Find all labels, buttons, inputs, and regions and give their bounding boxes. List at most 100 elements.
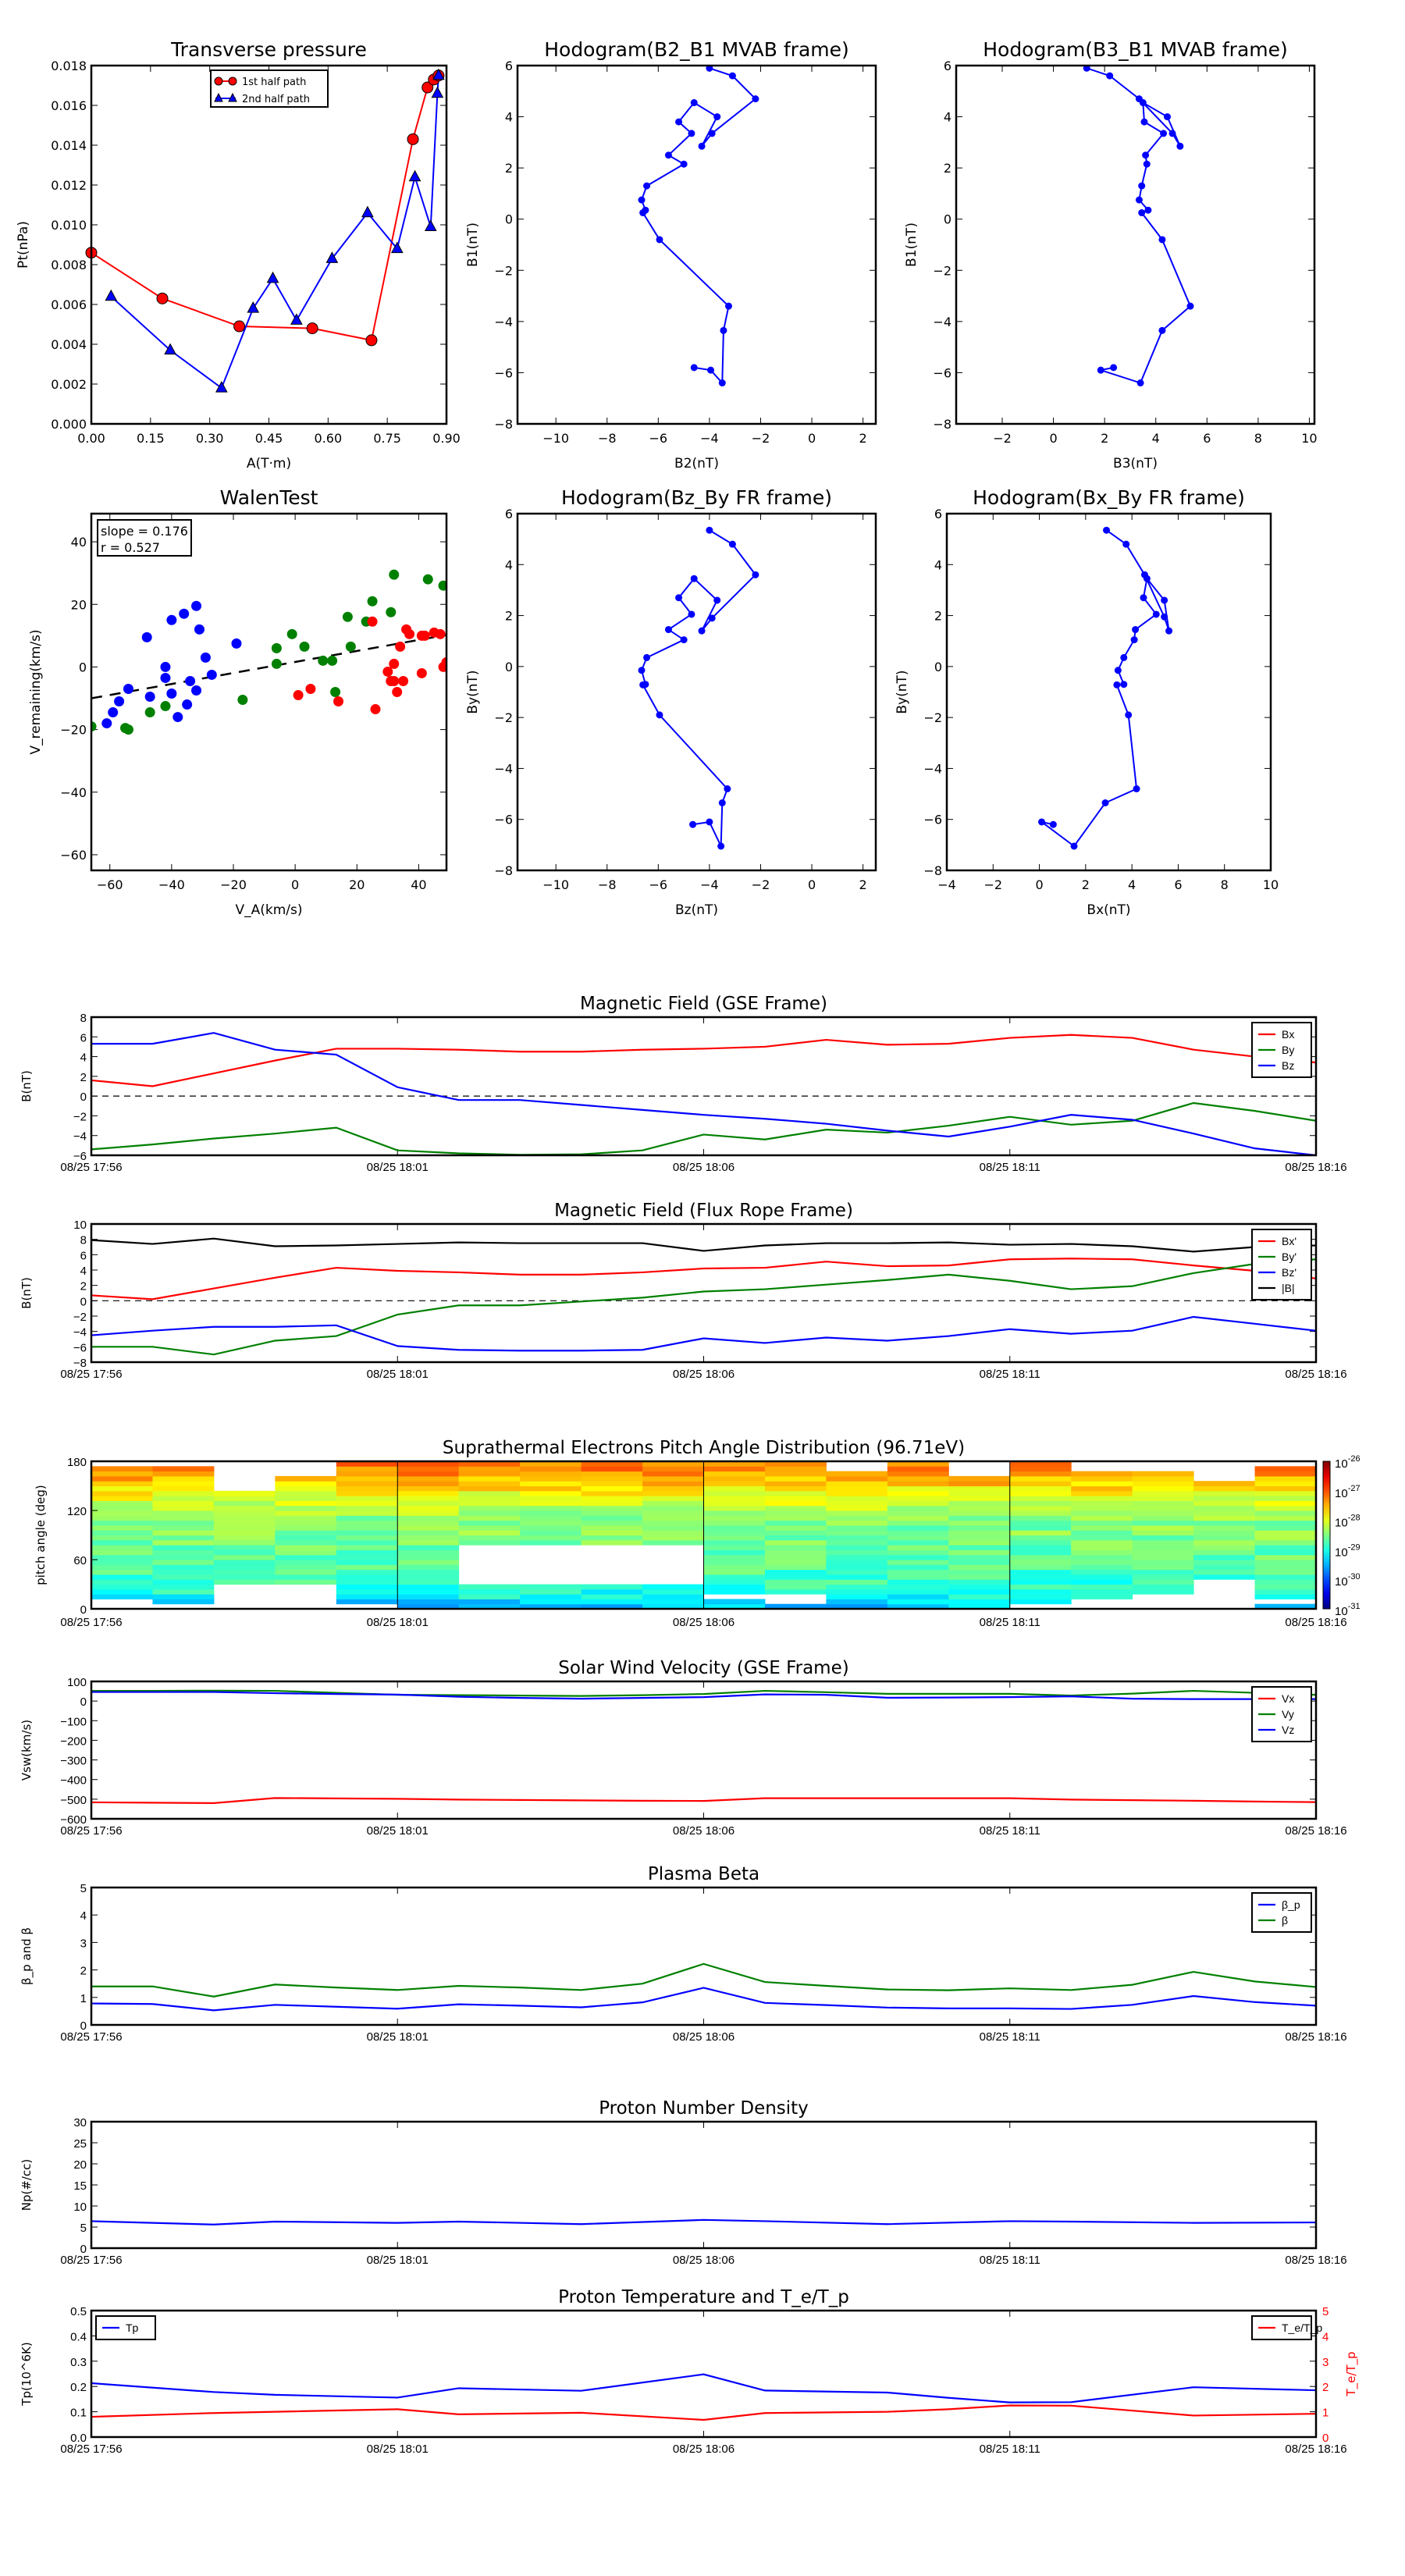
- heatmap-cell: [152, 1500, 215, 1507]
- heatmap-cell: [581, 1589, 643, 1595]
- chart-title: Hodogram(Bz_By FR frame): [561, 486, 832, 509]
- heatmap-cell: [703, 1539, 766, 1546]
- data-point: [266, 271, 279, 283]
- colorbar-label: 10-31: [1335, 1602, 1361, 1618]
- heatmap-cell: [91, 1520, 153, 1526]
- x-tick-label: −2: [993, 431, 1012, 446]
- heatmap-cell: [1254, 1564, 1317, 1571]
- heatmap-cell: [1009, 1535, 1072, 1541]
- data-point: [160, 661, 171, 672]
- heatmap-cell: [520, 1496, 582, 1501]
- heatmap-cell: [764, 1550, 827, 1556]
- y-tick-label: 4: [80, 1265, 87, 1278]
- heatmap-cell: [887, 1530, 949, 1535]
- heatmap-cell: [948, 1584, 1011, 1590]
- data-point: [1049, 820, 1057, 828]
- heatmap-cell: [458, 1505, 521, 1511]
- data-point: [1132, 626, 1140, 634]
- heatmap-cell: [397, 1475, 460, 1482]
- y-axis-label: pitch angle (deg): [34, 1485, 48, 1585]
- heatmap-cell: [397, 1505, 460, 1511]
- heatmap-cell: [948, 1539, 1011, 1546]
- heatmap-cell: [152, 1579, 215, 1585]
- heatmap-cell: [887, 1574, 949, 1580]
- data-point: [290, 313, 303, 325]
- data-point: [1120, 681, 1128, 688]
- heatmap-cell: [642, 1461, 704, 1467]
- heatmap-cell: [152, 1554, 215, 1560]
- data-point: [752, 571, 759, 578]
- data-point: [1097, 366, 1104, 374]
- heatmap-cell: [764, 1490, 827, 1496]
- x-tick-label: −2: [984, 877, 1002, 892]
- heatmap-cell: [397, 1530, 460, 1535]
- data-point: [664, 626, 672, 634]
- heatmap-cell: [91, 1471, 153, 1477]
- heatmap-cell: [275, 1535, 337, 1541]
- heatmap-cell: [764, 1510, 827, 1516]
- heatmap-cell: [336, 1554, 398, 1560]
- heatmap-cell: [458, 1594, 521, 1599]
- y-tick-label: 2: [505, 161, 513, 176]
- heatmap-cell: [1009, 1490, 1072, 1496]
- heatmap-cell: [703, 1589, 766, 1595]
- data-point: [108, 707, 119, 718]
- y-tick-label: 0.1: [70, 2407, 87, 2420]
- heatmap-cell: [642, 1466, 704, 1472]
- heatmap-cell: [152, 1530, 215, 1535]
- series-line-tetp: [91, 2404, 1316, 2421]
- data-point: [689, 820, 697, 828]
- legend-box: [95, 2315, 156, 2340]
- heatmap-cell: [275, 1475, 337, 1482]
- legend-label: Vz: [1282, 1724, 1294, 1736]
- colorbar-exponent: -27: [1348, 1484, 1361, 1493]
- y-tick-label: 2: [80, 1280, 87, 1293]
- data-point: [688, 130, 695, 137]
- heatmap-cell: [948, 1564, 1011, 1571]
- heatmap-cell: [91, 1485, 153, 1492]
- heatmap-cell: [91, 1564, 153, 1571]
- heatmap-cell: [703, 1530, 766, 1535]
- y-axis-label: By(nT): [895, 670, 910, 713]
- y-tick-label: 3: [80, 1937, 87, 1950]
- data-point: [299, 641, 310, 652]
- heatmap-cell: [1071, 1530, 1133, 1535]
- data-point: [1176, 142, 1184, 150]
- heatmap-cell: [520, 1599, 582, 1605]
- data-point: [407, 133, 419, 145]
- data-point: [325, 251, 339, 263]
- heatmap-cell: [887, 1471, 949, 1477]
- data-point: [370, 704, 381, 715]
- heatmap-cell: [1254, 1525, 1317, 1531]
- x-tick-label: 08/25 17:56: [60, 1161, 122, 1174]
- heatmap-cell: [1132, 1520, 1194, 1526]
- heatmap-cell: [1009, 1564, 1072, 1571]
- heatmap-cell: [1071, 1505, 1133, 1511]
- heatmap-cell: [1132, 1574, 1194, 1580]
- x-tick-label: 10: [1263, 877, 1279, 892]
- heatmap-cell: [948, 1599, 1011, 1605]
- x-tick-label: 08/25 18:11: [980, 1161, 1040, 1174]
- x-tick-label: 0: [1035, 877, 1043, 892]
- legend-label: Bx: [1282, 1028, 1294, 1041]
- heatmap-cell: [764, 1500, 827, 1507]
- y-tick-label: 0.008: [51, 258, 87, 272]
- heatmap-cell: [826, 1535, 888, 1541]
- heatmap-cell: [275, 1560, 337, 1565]
- heatmap-cell: [1193, 1525, 1256, 1531]
- heatmap-cell: [703, 1461, 766, 1467]
- heatmap-cell: [397, 1500, 460, 1507]
- data-point: [1113, 681, 1121, 688]
- data-point: [345, 641, 356, 652]
- heatmap-cell: [1071, 1560, 1133, 1565]
- heatmap-cell: [1132, 1560, 1194, 1565]
- heatmap-cell: [1193, 1539, 1256, 1546]
- data-point: [179, 608, 190, 619]
- colorbar-exponent: -31: [1348, 1602, 1361, 1611]
- chart-title: Proton Number Density: [599, 2098, 809, 2119]
- series-line-vz: [91, 1691, 1316, 1700]
- heatmap-cell: [520, 1475, 582, 1482]
- heatmap-cell: [520, 1505, 582, 1511]
- y-tick-label: 1: [80, 1992, 87, 2005]
